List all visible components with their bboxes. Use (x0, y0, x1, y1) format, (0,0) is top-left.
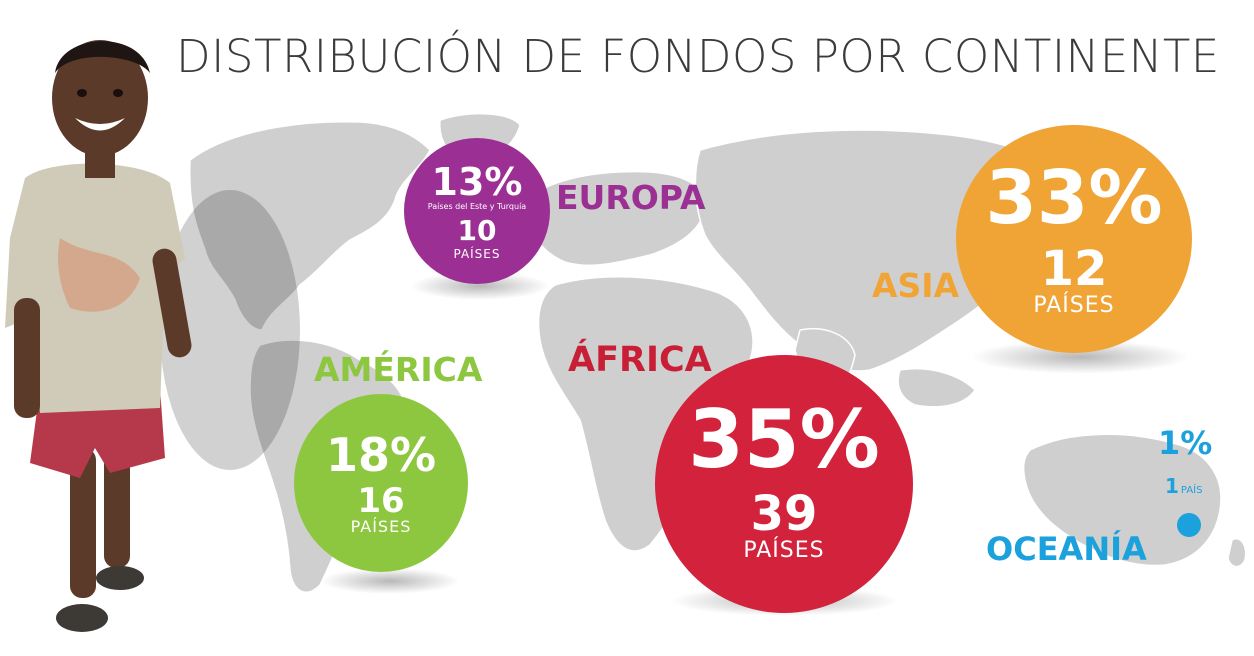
asia-countries: 12 (1040, 241, 1108, 297)
north-america-shape (188, 121, 431, 331)
asia-label: ASIA (872, 266, 960, 305)
africa-countries: 39 (750, 486, 818, 542)
europa-countries: 10 (457, 213, 497, 247)
page-title: DISTRIBUCIÓN DE FONDOS POR CONTINENTE (176, 30, 1220, 83)
america-bubble: 18% 16 PAÍSES (294, 394, 468, 572)
australia-shape (1022, 433, 1222, 567)
europa-label: EUROPA (556, 178, 706, 217)
africa-label: ÁFRICA (568, 340, 712, 380)
asia-percent: 33% (985, 155, 1163, 241)
oceania-dot (1177, 513, 1201, 537)
asia-unit: PAÍSES (1033, 293, 1115, 318)
america-percent: 18% (325, 427, 437, 482)
europa-percent: 13% (431, 159, 523, 204)
asia-bubble: 33% 12 PAÍSES (956, 125, 1192, 353)
america-bubble-shadow (320, 568, 460, 594)
america-unit: PAÍSES (350, 516, 412, 536)
oceania-count-line: 1 PAÍS (1165, 474, 1202, 498)
smiling-child-photo (5, 40, 192, 632)
oceania-unit: PAÍS (1180, 485, 1203, 496)
europa-note: Países del Este y Turquía (427, 201, 527, 211)
oceania-percent: 1% (1158, 424, 1213, 462)
southeast-asia-shape (897, 367, 976, 408)
europa-unit: PAÍSES (453, 246, 501, 261)
africa-bubble: 35% 39 PAÍSES (655, 355, 913, 613)
europa-bubble: 13% Países del Este y Turquía 10 PAÍSES (404, 138, 550, 284)
africa-percent: 35% (688, 393, 880, 486)
oceania-countries: 1 (1165, 474, 1179, 498)
oceania-label: OCEANÍA (986, 530, 1147, 568)
america-label: AMÉRICA (314, 350, 483, 389)
new-zealand-shape (1227, 538, 1247, 568)
america-countries: 16 (357, 480, 405, 521)
africa-unit: PAÍSES (743, 538, 825, 563)
